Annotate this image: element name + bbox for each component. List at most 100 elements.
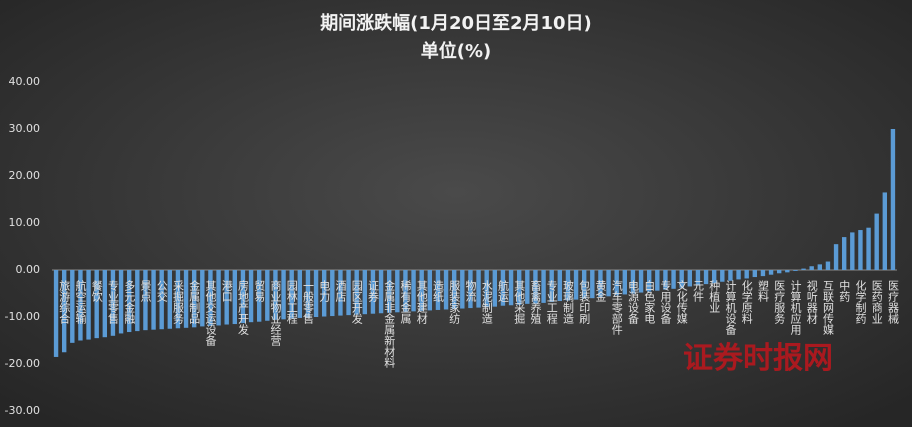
x-tick-label: 金属制品 bbox=[188, 279, 201, 324]
y-tick-label: 10.00 bbox=[9, 216, 41, 229]
bar bbox=[94, 270, 99, 339]
x-tick-label: 采掘服务 bbox=[171, 280, 184, 324]
x-tick-label: 水泥制造 bbox=[480, 280, 493, 324]
x-tick-label: 医疗器械 bbox=[886, 280, 899, 325]
bar bbox=[720, 270, 725, 282]
x-tick-label: 白色家电 bbox=[643, 279, 656, 324]
bar bbox=[874, 213, 879, 270]
bar bbox=[809, 266, 814, 270]
bar bbox=[695, 270, 701, 286]
bar bbox=[728, 270, 733, 281]
bar bbox=[338, 270, 343, 316]
bar bbox=[70, 270, 75, 343]
bar bbox=[61, 270, 67, 353]
bar bbox=[598, 270, 603, 298]
bar bbox=[362, 270, 368, 315]
bar bbox=[679, 270, 684, 288]
bar bbox=[411, 270, 416, 312]
bar bbox=[451, 270, 457, 310]
bar bbox=[590, 270, 595, 299]
x-tick-label: 造纸 bbox=[431, 279, 444, 302]
bar bbox=[240, 270, 246, 324]
bar bbox=[752, 270, 758, 278]
bar bbox=[289, 270, 294, 319]
bar bbox=[460, 270, 465, 309]
bar bbox=[833, 244, 839, 270]
bar bbox=[330, 270, 335, 317]
bar bbox=[167, 270, 173, 329]
bar bbox=[346, 270, 351, 316]
bar bbox=[53, 270, 59, 357]
bar bbox=[354, 270, 359, 315]
x-tick-label: 汽车零部件 bbox=[610, 279, 623, 336]
bar bbox=[208, 270, 213, 326]
x-tick-label: 中药 bbox=[838, 280, 851, 303]
x-tick-label: 服装家纺 bbox=[448, 280, 461, 325]
x-tick-label: 稀有金属 bbox=[399, 280, 412, 325]
x-tick-label: 电力 bbox=[318, 280, 331, 302]
x-tick-label: 化学原料 bbox=[740, 279, 753, 325]
x-tick-label: 酒店 bbox=[334, 280, 347, 302]
bar bbox=[378, 270, 384, 314]
bar bbox=[516, 270, 522, 305]
bar bbox=[395, 270, 400, 313]
bar bbox=[200, 270, 205, 327]
bar bbox=[273, 270, 278, 320]
watermark: 证券时报网 bbox=[683, 341, 833, 376]
x-tick-label: 互联网传媒 bbox=[821, 280, 834, 336]
bar bbox=[622, 270, 628, 295]
x-tick-label: 专业零售 bbox=[106, 279, 119, 325]
y-tick-label: 0.00 bbox=[16, 263, 41, 276]
x-tick-label: 视听器材 bbox=[805, 279, 818, 324]
x-tick-label: 其他采掘 bbox=[513, 280, 526, 325]
bar bbox=[565, 270, 571, 301]
x-tick-label: 公交 bbox=[155, 280, 168, 303]
y-tick-label: -20.00 bbox=[5, 357, 40, 370]
x-tick-label: 一般零售 bbox=[301, 280, 314, 325]
bar bbox=[159, 270, 164, 330]
x-tick-label: 化学制药 bbox=[854, 279, 867, 325]
bar bbox=[606, 270, 611, 297]
x-tick-label: 包装印刷 bbox=[578, 280, 591, 324]
bar bbox=[525, 270, 530, 304]
bar bbox=[500, 270, 506, 306]
x-tick-label: 旅游综合 bbox=[58, 279, 71, 324]
bar bbox=[86, 270, 91, 340]
bar bbox=[533, 270, 538, 304]
x-tick-label: 多元金融 bbox=[123, 279, 136, 325]
bar bbox=[419, 270, 424, 311]
bar bbox=[265, 270, 270, 321]
bar bbox=[671, 270, 676, 289]
bar bbox=[484, 270, 489, 308]
x-tick-label: 景点 bbox=[139, 280, 152, 303]
x-tick-label: 其他建材 bbox=[415, 280, 428, 324]
bar bbox=[882, 192, 888, 270]
bar bbox=[573, 270, 579, 300]
bar bbox=[768, 270, 774, 275]
x-tick-label: 商业物业经营 bbox=[269, 279, 282, 347]
bar bbox=[313, 270, 319, 317]
bar bbox=[630, 270, 636, 294]
x-tick-label: 电源设备 bbox=[626, 280, 639, 325]
bar bbox=[866, 227, 871, 270]
x-tick-label: 医药商业 bbox=[870, 280, 883, 324]
bar bbox=[858, 230, 863, 270]
bar bbox=[224, 270, 229, 325]
bar bbox=[614, 270, 619, 296]
x-tick-label: 餐饮 bbox=[90, 279, 103, 303]
bar bbox=[386, 270, 392, 313]
x-tick-label: 玻璃制造 bbox=[561, 280, 574, 324]
x-tick-label: 种植业 bbox=[708, 279, 721, 313]
bar bbox=[435, 270, 441, 310]
bar bbox=[143, 270, 148, 331]
bar bbox=[216, 270, 221, 326]
bar bbox=[321, 270, 327, 317]
x-tick-label: 专用设备 bbox=[659, 279, 672, 325]
y-tick-label: 30.00 bbox=[9, 122, 41, 135]
x-tick-label: 畜禽养殖 bbox=[529, 279, 542, 325]
x-tick-label: 房地产开发 bbox=[236, 280, 249, 336]
bar bbox=[825, 261, 831, 270]
bar bbox=[663, 270, 668, 290]
